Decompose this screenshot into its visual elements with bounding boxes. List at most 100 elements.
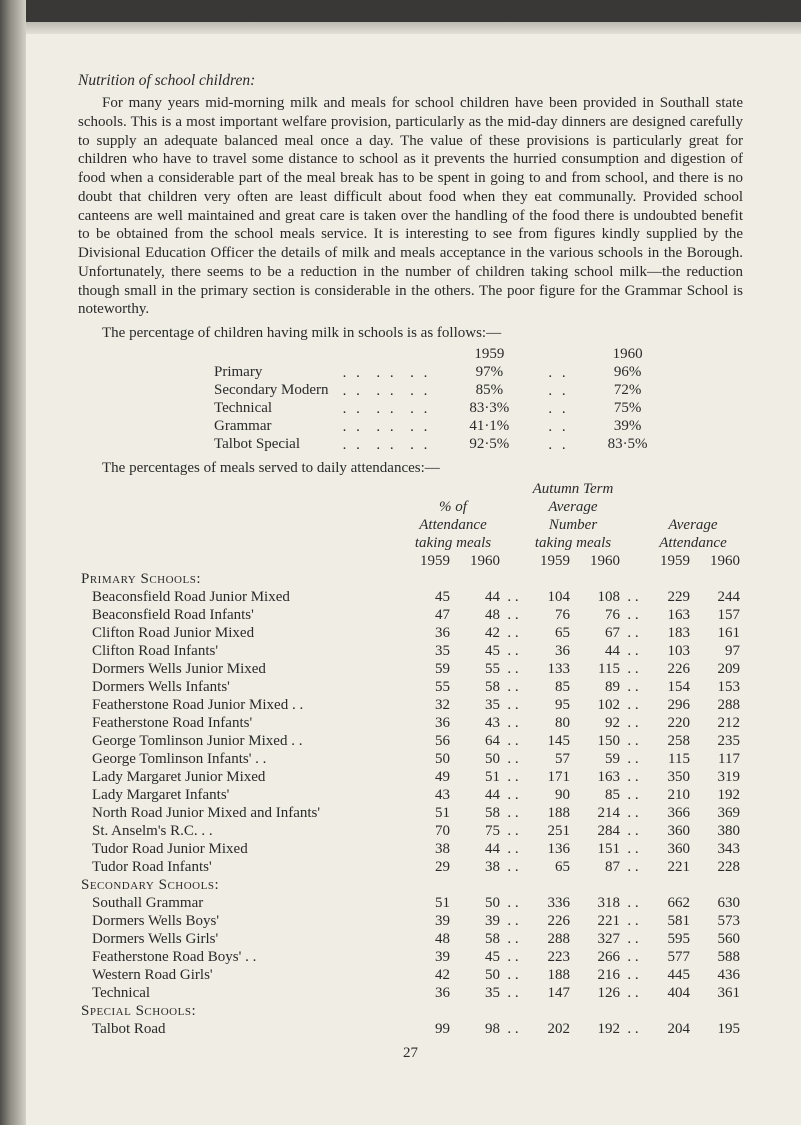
val: 126: [573, 985, 623, 1003]
val: 380: [693, 823, 743, 841]
val: 75: [453, 823, 503, 841]
val: 115: [643, 751, 693, 769]
val: 318: [573, 895, 623, 913]
milk-table: 1959 1960 Primary . . . . . . 97% . . 96…: [208, 346, 679, 454]
row-name: Dormers Wells Girls': [78, 931, 403, 949]
dots: . .: [503, 625, 523, 643]
dots: . .: [623, 625, 643, 643]
val: 133: [523, 661, 573, 679]
val: 45: [453, 643, 503, 661]
val: 188: [523, 805, 573, 823]
dots: . .: [623, 859, 643, 877]
val: 67: [573, 625, 623, 643]
dots: . .: [623, 967, 643, 985]
val: 36: [523, 643, 573, 661]
row-name: George Tomlinson Junior Mixed . .: [78, 733, 403, 751]
val: 145: [523, 733, 573, 751]
hdr-tm2: taking meals: [523, 535, 623, 553]
val: 104: [523, 589, 573, 607]
row-name: Beaconsfield Road Junior Mixed: [78, 589, 403, 607]
dots: . .: [503, 697, 523, 715]
val: 39: [403, 913, 453, 931]
milk-val-1960: 72%: [577, 382, 679, 400]
table-row: Featherstone Road Infants' 36 43 . . 80 …: [78, 715, 743, 733]
left-edge-shadow: [0, 0, 26, 1125]
val: 44: [573, 643, 623, 661]
dots: . . . . . .: [335, 400, 439, 418]
body-paragraph: For many years mid-morning milk and meal…: [78, 94, 743, 319]
val: 244: [693, 589, 743, 607]
val: 436: [693, 967, 743, 985]
dots: . .: [503, 751, 523, 769]
dots: . .: [623, 643, 643, 661]
row-name: Southall Grammar: [78, 895, 403, 913]
table-row: Clifton Road Junior Mixed 36 42 . . 65 6…: [78, 625, 743, 643]
val: 581: [643, 913, 693, 931]
meals-intro: The percentages of meals served to daily…: [78, 460, 743, 477]
val: 220: [643, 715, 693, 733]
hdr-autumn: Autumn Term: [523, 481, 623, 499]
dots: . .: [503, 841, 523, 859]
val: 36: [403, 625, 453, 643]
val: 51: [403, 805, 453, 823]
val: 102: [573, 697, 623, 715]
val: 588: [693, 949, 743, 967]
dots: . .: [540, 418, 576, 436]
val: 288: [523, 931, 573, 949]
y59c: 1959: [643, 553, 693, 571]
val: 64: [453, 733, 503, 751]
val: 80: [523, 715, 573, 733]
dots: . .: [540, 400, 576, 418]
val: 58: [453, 805, 503, 823]
val: 58: [453, 679, 503, 697]
val: 216: [573, 967, 623, 985]
val: 319: [693, 769, 743, 787]
val: 151: [573, 841, 623, 859]
dots: . .: [623, 679, 643, 697]
dots: . .: [623, 1021, 643, 1039]
hdr-avg2: Average: [643, 517, 743, 535]
val: 226: [523, 913, 573, 931]
val: 39: [403, 949, 453, 967]
row-name: Dormers Wells Infants': [78, 679, 403, 697]
table-row: Featherstone Road Junior Mixed . . 32 35…: [78, 697, 743, 715]
val: 115: [573, 661, 623, 679]
val: 85: [573, 787, 623, 805]
val: 577: [643, 949, 693, 967]
milk-row-name: Grammar: [208, 418, 335, 436]
val: 50: [453, 751, 503, 769]
table-row: St. Anselm's R.C. . . 70 75 . . 251 284 …: [78, 823, 743, 841]
dots: . .: [503, 607, 523, 625]
y60c: 1960: [693, 553, 743, 571]
dots: . .: [503, 985, 523, 1003]
val: 226: [643, 661, 693, 679]
dots: . .: [623, 589, 643, 607]
row-name: Featherstone Road Boys' . .: [78, 949, 403, 967]
milk-val-1959: 97%: [438, 364, 540, 382]
dots: . .: [503, 715, 523, 733]
val: 212: [693, 715, 743, 733]
hdr-tm1: taking meals: [403, 535, 503, 553]
val: 223: [523, 949, 573, 967]
row-name: St. Anselm's R.C. . .: [78, 823, 403, 841]
dots: . .: [623, 769, 643, 787]
dots: . .: [623, 751, 643, 769]
val: 209: [693, 661, 743, 679]
page: Nutrition of school children: For many y…: [0, 0, 801, 1125]
dots: . .: [503, 769, 523, 787]
val: 163: [573, 769, 623, 787]
dots: . .: [623, 931, 643, 949]
table-row: Dormers Wells Boys' 39 39 . . 226 221 . …: [78, 913, 743, 931]
val: 404: [643, 985, 693, 1003]
table-row: Beaconsfield Road Infants' 47 48 . . 76 …: [78, 607, 743, 625]
milk-row-name: Primary: [208, 364, 335, 382]
dots: . .: [540, 436, 576, 454]
special-heading: Special Schools:: [78, 1003, 743, 1021]
table-row: Featherstone Road Boys' . . 39 45 . . 22…: [78, 949, 743, 967]
val: 157: [693, 607, 743, 625]
table-row: Lady Margaret Junior Mixed 49 51 . . 171…: [78, 769, 743, 787]
row-name: Tudor Road Infants': [78, 859, 403, 877]
val: 85: [523, 679, 573, 697]
dots: . .: [623, 805, 643, 823]
table-row: Southall Grammar 51 50 . . 336 318 . . 6…: [78, 895, 743, 913]
